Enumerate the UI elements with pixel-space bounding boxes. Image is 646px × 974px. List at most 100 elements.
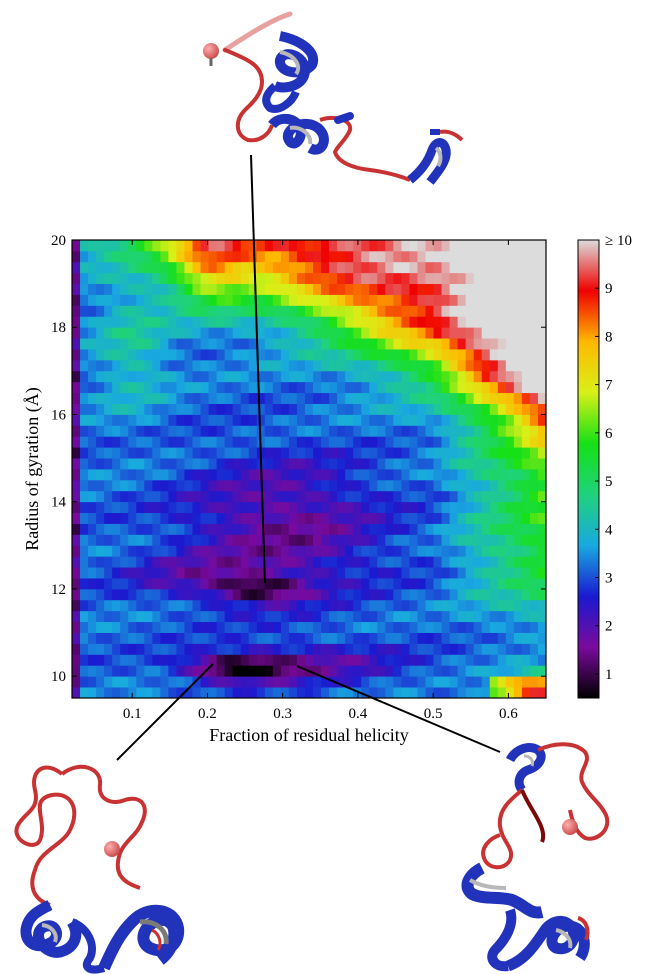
heatmap-cell	[176, 392, 185, 404]
heatmap-cell	[192, 501, 201, 514]
heatmap-cell	[264, 556, 274, 568]
heatmap-cell	[232, 654, 242, 666]
heatmap-cell	[136, 654, 145, 666]
heatmap-cell	[537, 512, 546, 524]
heatmap-cell	[369, 501, 378, 514]
heatmap-cell	[457, 305, 467, 317]
heatmap-cell	[417, 599, 426, 612]
heatmap-cell	[457, 447, 467, 459]
heatmap-cell	[513, 381, 523, 394]
heatmap-cell	[321, 447, 330, 459]
heatmap-cell	[224, 643, 234, 655]
heatmap-cell	[457, 316, 467, 328]
heatmap-cell	[176, 523, 185, 535]
heatmap-cell	[345, 578, 354, 590]
heatmap-cell	[232, 458, 242, 470]
heatmap-cell	[88, 250, 97, 263]
heatmap-cell	[72, 261, 81, 274]
heatmap-cell	[120, 534, 129, 546]
heatmap-cell	[401, 479, 410, 492]
heatmap-cell	[232, 676, 242, 688]
heatmap-cell	[256, 305, 266, 317]
heatmap-cell	[537, 643, 546, 655]
heatmap-cell	[433, 523, 442, 535]
heatmap-cell	[272, 316, 282, 328]
heatmap-cell	[417, 588, 426, 601]
heatmap	[72, 240, 546, 698]
heatmap-cell	[513, 469, 523, 481]
heatmap-cell	[377, 403, 386, 415]
heatmap-cell	[176, 370, 185, 383]
heatmap-cell	[465, 545, 475, 557]
heatmap-cell	[441, 436, 450, 448]
heatmap-cell	[449, 240, 459, 252]
heatmap-cell	[136, 414, 145, 426]
heatmap-cell	[529, 556, 539, 568]
heatmap-cell	[96, 436, 105, 448]
heatmap-cell	[136, 447, 145, 459]
heatmap-cell	[184, 359, 193, 372]
heatmap-cell	[345, 349, 354, 361]
heatmap-cell	[441, 687, 450, 698]
heatmap-cell	[337, 545, 346, 557]
heatmap-cell	[224, 338, 234, 350]
heatmap-cell	[176, 567, 185, 579]
heatmap-cell	[216, 370, 226, 383]
heatmap-cell	[489, 610, 499, 623]
heatmap-cell	[369, 578, 378, 590]
heatmap-cell	[345, 240, 354, 252]
heatmap-cell	[88, 501, 97, 514]
heatmap-cell	[489, 370, 499, 383]
heatmap-cell	[481, 316, 491, 328]
heatmap-cell	[272, 261, 282, 274]
heatmap-cell	[240, 316, 250, 328]
heatmap-cell	[152, 327, 161, 339]
heatmap-cell	[521, 305, 531, 317]
heatmap-cell	[104, 250, 113, 263]
heatmap-cell	[361, 370, 370, 383]
heatmap-cell	[152, 665, 161, 677]
heatmap-cell	[248, 327, 258, 339]
heatmap-cell	[497, 283, 507, 295]
heatmap-cell	[529, 534, 539, 546]
heatmap-cell	[144, 381, 153, 394]
heatmap-cell	[192, 490, 201, 503]
heatmap-cell	[377, 370, 386, 383]
heatmap-cell	[152, 588, 161, 601]
heatmap-cell	[256, 403, 266, 415]
heatmap-cell	[313, 534, 322, 546]
heatmap-cell	[361, 654, 370, 666]
heatmap-cell	[304, 327, 314, 339]
heatmap-cell	[96, 665, 105, 677]
heatmap-cell	[321, 501, 330, 514]
heatmap-cell	[473, 687, 483, 698]
heatmap-cell	[473, 578, 483, 590]
heatmap-cell	[361, 523, 370, 535]
heatmap-cell	[489, 479, 499, 492]
heatmap-cell	[385, 632, 394, 644]
heatmap-cell	[321, 490, 330, 503]
heatmap-cell	[433, 272, 442, 285]
heatmap-cell	[248, 458, 258, 470]
heatmap-cell	[377, 545, 386, 557]
heatmap-cell	[216, 621, 226, 633]
heatmap-cell	[248, 381, 258, 394]
heatmap-cell	[184, 338, 193, 350]
heatmap-cell	[184, 654, 193, 666]
heatmap-cell	[240, 403, 250, 415]
heatmap-cell	[497, 534, 507, 546]
heatmap-cell	[136, 567, 145, 579]
heatmap-cell	[433, 349, 442, 361]
heatmap-cell	[160, 567, 169, 579]
heatmap-cell	[304, 567, 314, 579]
heatmap-cell	[272, 294, 282, 306]
heatmap-cell	[361, 250, 370, 263]
heatmap-cell	[537, 261, 546, 274]
heatmap-cell	[409, 250, 418, 263]
heatmap-cell	[457, 327, 467, 339]
heatmap-cell	[465, 403, 475, 415]
heatmap-cell	[417, 458, 426, 470]
heatmap-cell	[168, 599, 177, 612]
heatmap-cell	[537, 447, 546, 459]
heatmap-cell	[232, 381, 242, 394]
